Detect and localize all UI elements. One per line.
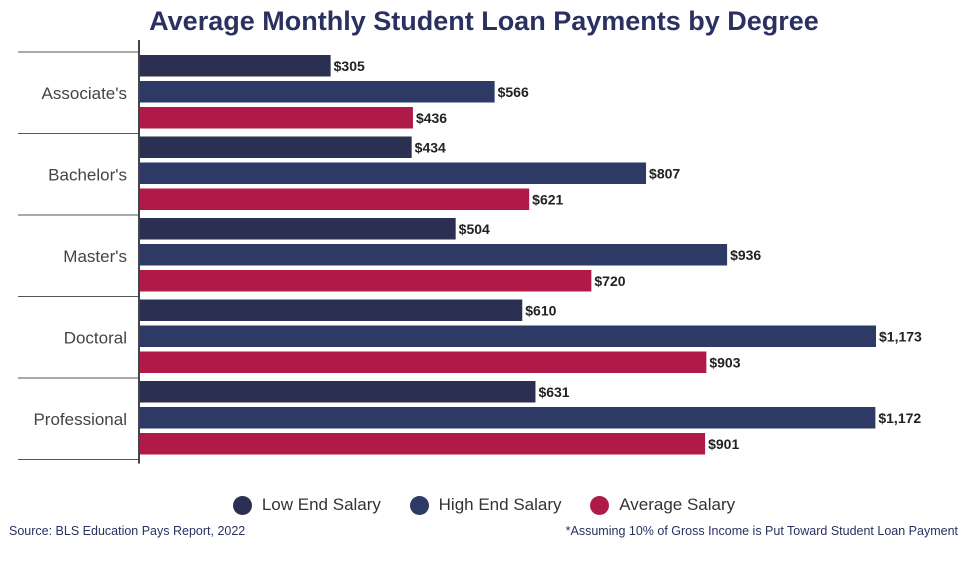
data-label: $1,172 xyxy=(878,410,921,426)
data-label: $807 xyxy=(649,165,680,181)
data-label: $1,173 xyxy=(879,328,922,344)
data-label: $434 xyxy=(415,139,446,155)
bar-high xyxy=(139,325,876,347)
legend-swatch-high xyxy=(409,495,429,515)
bar-low xyxy=(139,55,331,77)
source-note: Source: BLS Education Pays Report, 2022 xyxy=(9,524,246,538)
data-label: $936 xyxy=(730,247,761,263)
legend-label-high: High End Salary xyxy=(438,495,562,514)
legend-label-low: Low End Salary xyxy=(261,495,381,514)
data-label: $610 xyxy=(525,302,556,318)
data-label: $436 xyxy=(416,110,447,126)
legend-label-average: Average Salary xyxy=(619,495,736,514)
bar-high xyxy=(139,244,728,266)
bar-average xyxy=(139,351,707,373)
data-label: $305 xyxy=(334,58,365,74)
data-label: $621 xyxy=(532,191,563,207)
legend-item-low: Low End Salary xyxy=(232,495,381,515)
legend-swatch-average xyxy=(590,495,610,515)
legend-item-high: High End Salary xyxy=(409,495,562,515)
legend-item-average: Average Salary xyxy=(590,495,735,515)
bar-average xyxy=(139,433,706,455)
bar-low xyxy=(139,218,456,240)
data-label: $903 xyxy=(709,354,740,370)
legend-swatch-low xyxy=(232,495,252,515)
data-label: $631 xyxy=(538,384,569,400)
category-label: Associate's xyxy=(42,84,127,103)
footnote: *Assuming 10% of Gross Income is Put Tow… xyxy=(565,524,958,538)
category-label: Master's xyxy=(63,247,127,266)
data-label: $901 xyxy=(708,436,739,452)
category-label: Professional xyxy=(33,410,127,429)
category-label: Doctoral xyxy=(64,328,127,347)
data-label: $720 xyxy=(594,273,625,289)
data-label: $566 xyxy=(498,84,529,100)
bar-average xyxy=(139,188,530,210)
data-label: $504 xyxy=(459,221,490,237)
bar-high xyxy=(139,162,647,184)
legend: Low End Salary High End Salary Average S… xyxy=(0,495,968,520)
bar-low xyxy=(139,136,412,158)
bar-high xyxy=(139,81,495,103)
bar-average xyxy=(139,270,592,292)
category-label: Bachelor's xyxy=(48,165,127,184)
bar-high xyxy=(139,407,876,429)
bar-low xyxy=(139,381,536,403)
bar-chart: Associate's $305 $566 $436 Bachelor's $434 $80… xyxy=(18,40,922,464)
bar-average xyxy=(139,107,413,129)
chart-title: Average Monthly Student Loan Payments by… xyxy=(149,6,819,36)
bar-low xyxy=(139,299,523,321)
